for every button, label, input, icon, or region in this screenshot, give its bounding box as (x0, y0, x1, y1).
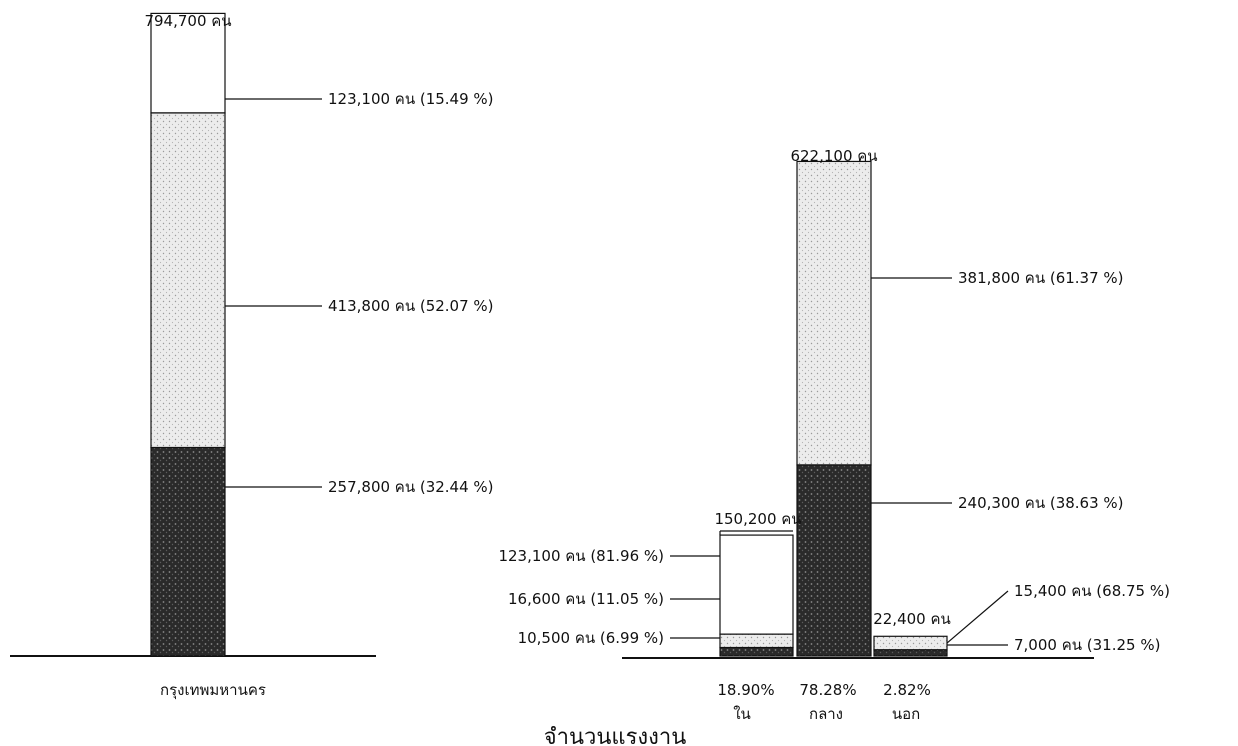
bar-segment-middle-0 (796, 160, 872, 466)
segment-label-bkk-0: 123,100 คน (15.49 %) (328, 90, 494, 108)
bar-segment-outer-0 (873, 635, 948, 651)
segment-label-middle-0: 381,800 คน (61.37 %) (958, 269, 1124, 287)
segment-label-inner-1: 16,600 คน (11.05 %) (508, 590, 664, 608)
total-label-inner: 150,200 คน (714, 510, 801, 528)
share-label-middle: 78.28% (799, 681, 856, 699)
segment-label-outer-0: 15,400 คน (68.75 %) (1014, 582, 1170, 600)
share-label-outer: 2.82% (883, 681, 931, 699)
category-label-middle: กลาง (809, 705, 843, 723)
category-label-bkk: กรุงเทพมหานคร (160, 681, 266, 700)
bar-segment-middle-1 (796, 464, 872, 657)
bar-segment-inner-2 (719, 646, 794, 657)
segment-label-inner-2: 10,500 คน (6.99 %) (518, 629, 664, 647)
segment-label-bkk-1: 413,800 คน (52.07 %) (328, 297, 494, 315)
bar-segment-outer-1 (873, 649, 948, 657)
bar-segment-bkk-2 (150, 446, 226, 657)
segment-label-inner-0: 123,100 คน (81.96 %) (498, 547, 664, 565)
segment-label-outer-1: 7,000 คน (31.25 %) (1014, 636, 1160, 654)
total-label-middle: 622,100 คน (790, 147, 877, 165)
total-label-outer: 22,400 คน (873, 610, 951, 628)
bar-segment-bkk-1 (150, 112, 226, 449)
share-label-inner: 18.90% (717, 681, 774, 699)
chart-title: จำนวนแรงงาน (544, 725, 687, 746)
total-label-bkk: 794,700 คน (144, 12, 231, 30)
segment-label-middle-1: 240,300 คน (38.63 %) (958, 494, 1124, 512)
segment-label-bkk-2: 257,800 คน (32.44 %) (328, 478, 494, 496)
bar-segment-bkk-0 (150, 12, 226, 114)
bar-segment-inner-1 (719, 633, 794, 649)
leaders-layer (225, 98, 1009, 646)
leader-line-outer-0 (946, 590, 1009, 644)
labels-layer: 123,100 คน (15.49 %) 413,800 คน (52.07 %)… (144, 12, 1170, 654)
category-label-outer: นอก (892, 705, 920, 723)
bar-segment-inner-0 (719, 534, 794, 635)
bars-layer (150, 12, 948, 657)
category-label-inner: ใน (733, 705, 751, 723)
